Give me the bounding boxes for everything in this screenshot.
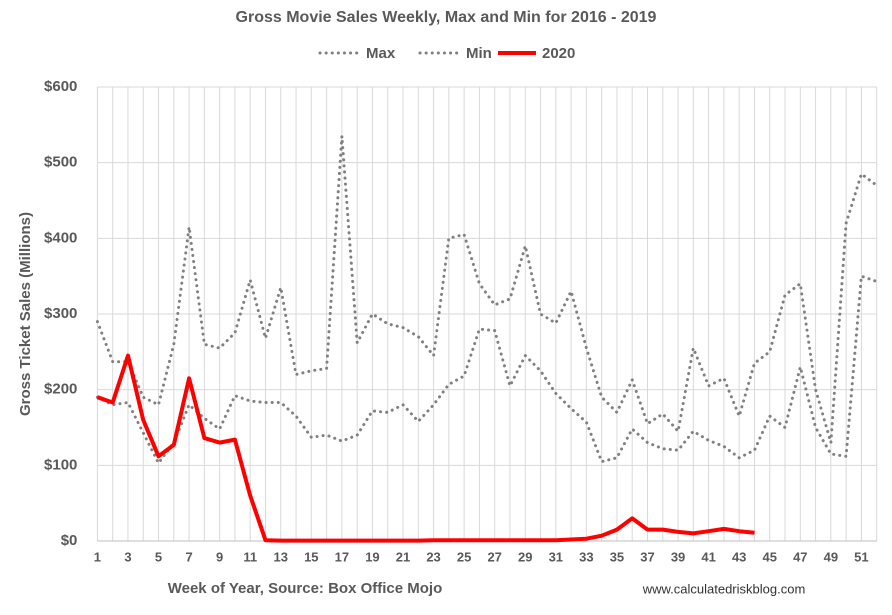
- y-axis-label: Gross Ticket Sales (Millions): [17, 212, 34, 416]
- x-tick-label: 1: [94, 549, 101, 564]
- x-tick-label: 21: [396, 549, 410, 564]
- y-tick-label: $500: [44, 154, 77, 171]
- x-tick-label: 49: [824, 549, 838, 564]
- x-tick-label: 37: [640, 549, 654, 564]
- legend-label: Min: [466, 45, 492, 62]
- y-tick-label: $600: [44, 78, 77, 95]
- x-tick-label: 7: [185, 549, 192, 564]
- y-tick-label: $0: [61, 532, 78, 549]
- x-tick-label: 25: [457, 549, 471, 564]
- x-tick-label: 27: [487, 549, 501, 564]
- x-tick-label: 13: [274, 549, 288, 564]
- x-axis-label: Week of Year, Source: Box Office Mojo: [168, 580, 443, 597]
- x-tick-label: 47: [793, 549, 807, 564]
- series-line: [95, 136, 879, 444]
- x-tick-label: 29: [518, 549, 532, 564]
- x-tick-label: 15: [304, 549, 318, 564]
- x-tick-label: 23: [426, 549, 440, 564]
- legend-label: 2020: [542, 45, 575, 62]
- annotation: www.calculatedriskblog.com: [642, 581, 806, 596]
- x-tick-label: 5: [155, 549, 162, 564]
- y-tick-label: $200: [44, 381, 77, 398]
- chart-title: Gross Movie Sales Weekly, Max and Min fo…: [236, 9, 657, 26]
- series-line: [96, 353, 755, 543]
- x-tick-label: 43: [732, 549, 746, 564]
- x-tick-label: 39: [671, 549, 685, 564]
- x-tick-label: 9: [216, 549, 223, 564]
- x-tick-label: 31: [549, 549, 563, 564]
- legend-label: Max: [366, 45, 396, 62]
- x-tick-label: 51: [854, 549, 868, 564]
- x-tick-label: 41: [701, 549, 715, 564]
- series-line: [95, 274, 879, 466]
- x-tick-label: 19: [365, 549, 379, 564]
- x-tick-label: 11: [243, 549, 257, 564]
- x-tick-label: 35: [610, 549, 624, 564]
- y-tick-label: $100: [44, 456, 77, 473]
- y-tick-label: $400: [44, 229, 77, 246]
- x-tick-label: 45: [763, 549, 777, 564]
- x-tick-label: 33: [579, 549, 593, 564]
- x-tick-label: 3: [124, 549, 131, 564]
- y-tick-label: $300: [44, 305, 77, 322]
- x-tick-label: 17: [335, 549, 349, 564]
